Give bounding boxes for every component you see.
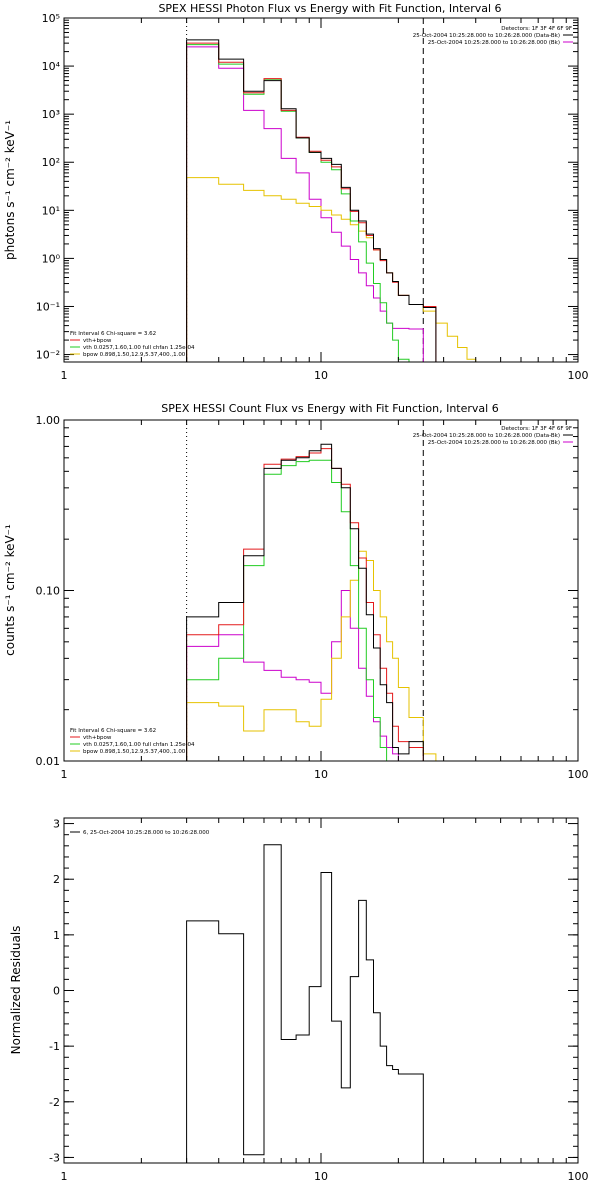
count-interval-databk-text: 25-Oct-2004 10:25:28.000 to 10:26:28.000…: [413, 433, 560, 439]
photon-y-axis-label: photons s⁻¹ cm⁻² keV⁻¹: [3, 120, 17, 260]
photon-panel-title: SPEX HESSI Photon Flux vs Energy with Fi…: [158, 2, 501, 15]
photon-flux-panel: SPEX HESSI Photon Flux vs Energy with Fi…: [3, 2, 589, 382]
photon-y-tick-label: 10¹: [42, 204, 60, 217]
count-series-bpow: [186, 550, 437, 761]
count-panel-title: SPEX HESSI Count Flux vs Energy with Fit…: [161, 402, 498, 415]
count-legend-fit: vth+bpow: [83, 735, 112, 741]
photon-y-tick-label: 10⁰: [42, 252, 61, 265]
residuals-y-tick-label: 2: [53, 873, 60, 886]
count-series-vth: [186, 459, 393, 762]
residuals-series-total: [186, 844, 424, 1163]
photon-y-tick-label: 10⁻¹: [36, 300, 60, 313]
count-detectors-text: Detectors: 1F 3F 4F 6F 9F: [501, 426, 572, 432]
photon-series-bpow: [186, 177, 477, 362]
residuals-y-axis-label: Normalized Residuals: [9, 926, 23, 1055]
count-flux-panel: SPEX HESSI Count Flux vs Energy with Fit…: [3, 402, 589, 781]
count-y-tick-label: 0.01: [36, 755, 61, 768]
photon-legend-vth: vth 0.0257,1.60,1.00 full chfan 1.25e-04: [83, 345, 195, 351]
photon-interval-bk-text: 25-Oct-2004 10:25:28.000 to 10:26:28.000…: [428, 40, 560, 46]
photon-x-tick-label: 10: [314, 369, 328, 382]
residuals-series-group: [186, 844, 424, 1163]
photon-y-tick-label: 10²: [42, 156, 60, 169]
photon-legend-fit: vth+bpow: [83, 338, 112, 344]
count-series-total: [186, 443, 424, 761]
count-y-tick-label: 0.10: [36, 585, 61, 598]
count-legend-title: Fit Interval 6 Chi-square = 3.62: [70, 728, 156, 734]
residuals-panel: 1 10 100 -3 -2 -1 0 1 2 3 Normalized Residuals 6,…: [9, 817, 589, 1183]
count-series-group: [186, 420, 437, 762]
photon-x-tick-label: 100: [568, 369, 589, 382]
residuals-y-tick-label: -3: [49, 1151, 60, 1164]
residuals-y-tick-label: -2: [49, 1096, 60, 1109]
photon-plot-frame: [63, 17, 579, 363]
count-y-axis-label: counts s⁻¹ cm⁻² keV⁻¹: [3, 524, 17, 656]
photon-y-tick-label: 10⁴: [42, 60, 61, 73]
residuals-y-tick-label: 1: [53, 929, 60, 942]
residuals-y-tick-label: 0: [53, 985, 60, 998]
count-legend-vth: vth 0.0257,1.60,1.00 full chfan 1.25e-04: [83, 742, 195, 748]
photon-y-tick-label: 10⁵: [42, 12, 60, 25]
residuals-y-tick-label: -1: [49, 1040, 60, 1053]
residuals-plot-frame: [63, 817, 579, 1164]
count-x-tick-label: 100: [568, 768, 589, 781]
photon-interval-databk-text: 25-Oct-2004 10:25:28.000 to 10:26:28.000…: [413, 33, 560, 39]
photon-legend-bpow: bpow 0.898,1.50,12.9,5.37,400.,1.00: [83, 352, 186, 358]
count-series-fit: [186, 448, 424, 761]
count-legend-bpow: bpow 0.898,1.50,12.9,5.37,400.,1.00: [83, 749, 186, 755]
count-series-bk: [186, 590, 409, 762]
count-x-tick-label: 1: [61, 768, 68, 781]
photon-legend-title: Fit Interval 6 Chi-square = 3.62: [70, 331, 156, 337]
residuals-x-tick-label: 1: [61, 1170, 68, 1183]
photon-y-tick-label: 10⁻²: [36, 349, 60, 362]
photon-series-total: [186, 39, 437, 362]
count-interval-bk-text: 25-Oct-2004 10:25:28.000 to 10:26:28.000…: [428, 440, 560, 446]
count-x-tick-label: 10: [314, 768, 328, 781]
photon-y-tick-label: 10³: [42, 108, 60, 121]
photon-series-bk: [186, 46, 424, 362]
residuals-x-tick-label: 100: [568, 1170, 589, 1183]
photon-series-group: [186, 18, 477, 362]
residuals-x-tick-label: 10: [314, 1170, 328, 1183]
residuals-legend-entry: 6, 25-Oct-2004 10:25:28.000 to 10:26:28.…: [83, 830, 210, 836]
photon-x-tick-label: 1: [61, 369, 68, 382]
residuals-y-tick-label: 3: [53, 818, 60, 831]
photon-series-fit: [186, 42, 437, 362]
photon-detectors-text: Detectors: 1F 3F 4F 6F 9F: [501, 26, 572, 32]
count-y-tick-label: 1.00: [36, 414, 61, 427]
